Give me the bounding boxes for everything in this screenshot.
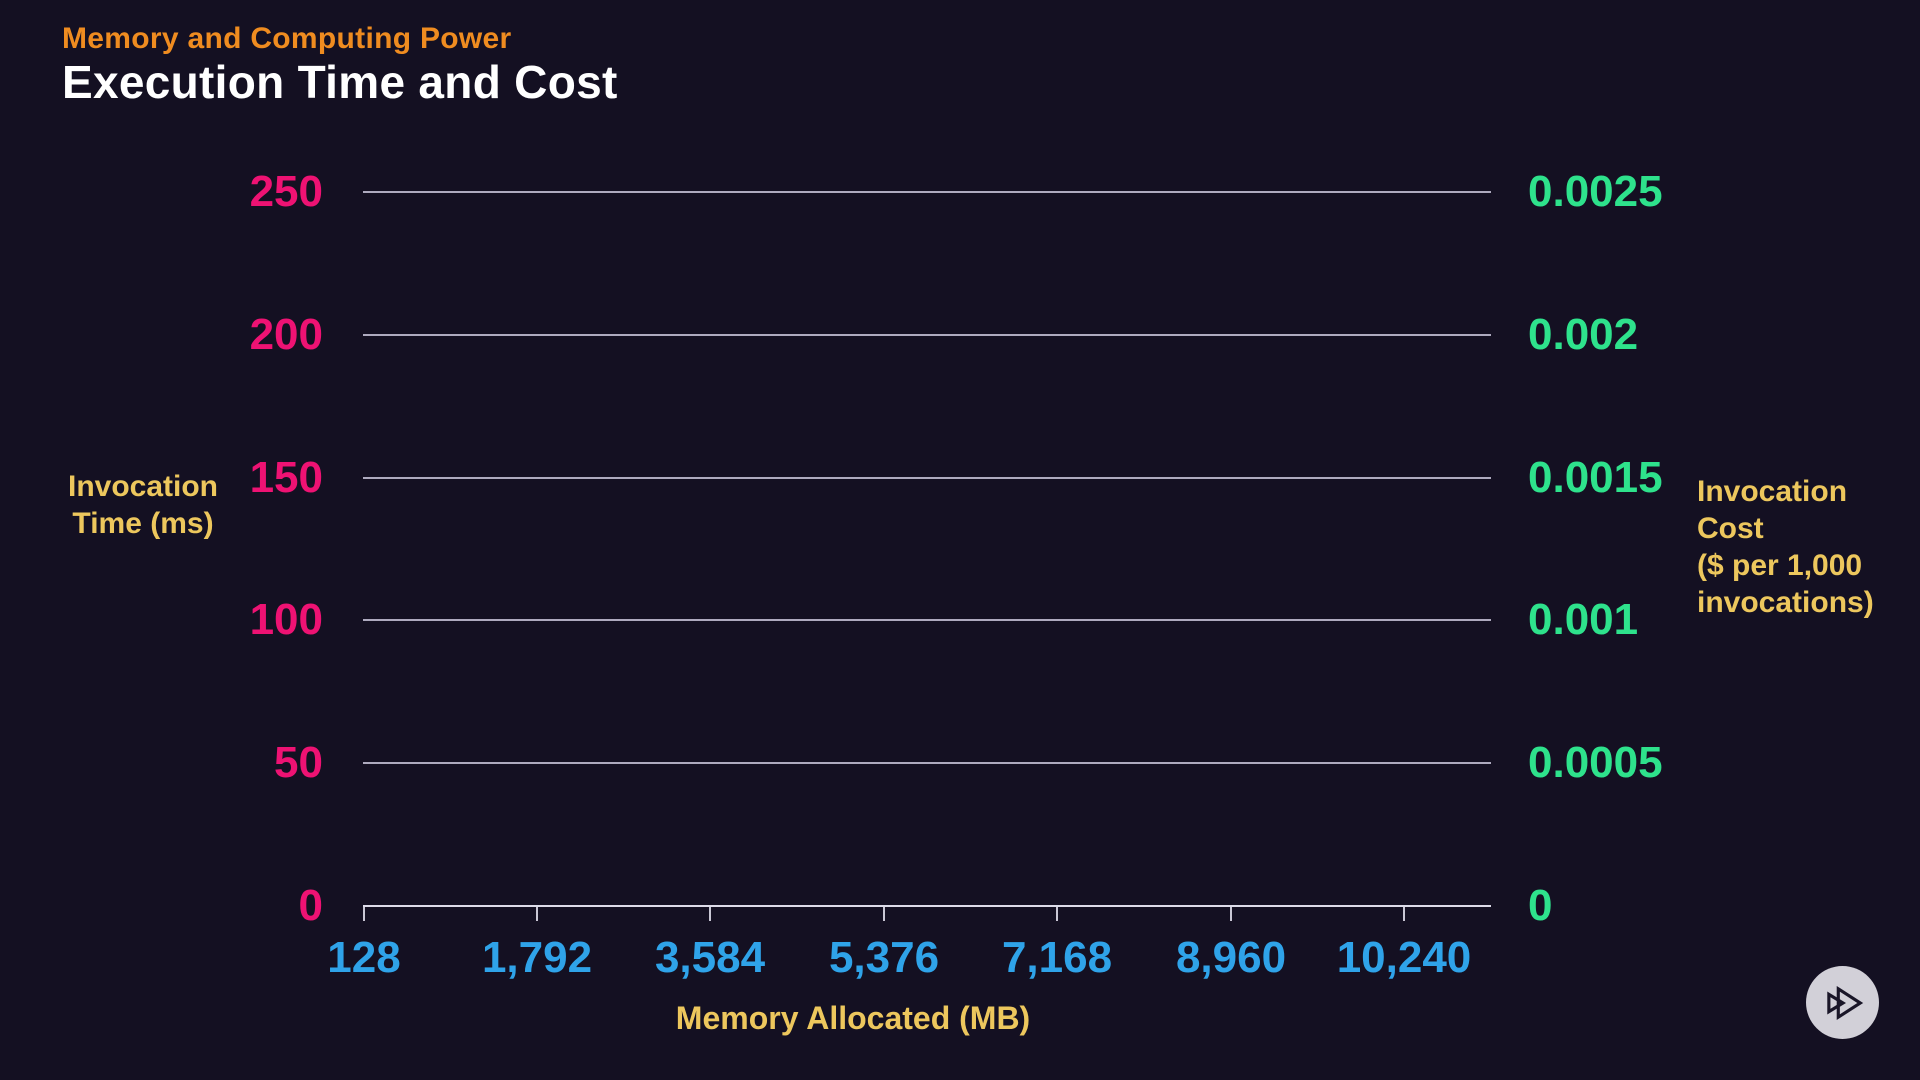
gridline [363, 619, 1491, 621]
y-left-tick-label: 200 [249, 310, 323, 359]
gridline [363, 191, 1491, 193]
x-tick-label: 8,960 [1175, 933, 1287, 982]
x-axis-line [363, 905, 1491, 907]
x-axis-tick [1230, 906, 1232, 921]
y-right-axis-title-line: invocations) [1697, 586, 1874, 619]
y-right-tick-label: 0.001 [1528, 595, 1639, 644]
x-axis-tick [1403, 906, 1405, 921]
y-right-tick-label: 0.0005 [1528, 738, 1663, 787]
x-tick-label: 5,376 [828, 933, 940, 982]
y-left-axis-title-line: Invocation [67, 470, 218, 503]
x-axis-tick [709, 906, 711, 921]
y-right-tick-label: 0.0015 [1528, 453, 1663, 502]
y-left-tick-label: 0 [298, 881, 323, 930]
pluralsight-play-icon [1819, 981, 1867, 1025]
y-left-tick-label: 150 [249, 453, 323, 502]
y-left-tick-label: 50 [274, 738, 323, 787]
y-left-axis-title: Invocation Time (ms) [28, 468, 258, 542]
y-left-tick-label: 250 [249, 167, 323, 216]
x-tick-label: 1,792 [481, 933, 593, 982]
y-right-tick-label: 0.0025 [1528, 167, 1663, 216]
x-tick-label: 128 [327, 933, 401, 982]
page-title: Execution Time and Cost [62, 56, 618, 108]
y-left-axis-title-line: Time (ms) [72, 507, 214, 540]
gridline [363, 762, 1491, 764]
gridline [363, 477, 1491, 479]
x-axis-tick [1056, 906, 1058, 921]
x-tick-label: 3,584 [654, 933, 766, 982]
y-right-axis-title-line: ($ per 1,000 [1697, 549, 1863, 582]
y-right-tick-label: 0.002 [1528, 310, 1639, 359]
y-left-tick-label: 100 [249, 595, 323, 644]
y-right-tick-label: 0 [1528, 881, 1553, 930]
slide-kicker: Memory and Computing Power [62, 22, 512, 55]
y-right-axis-title-line: Invocation [1697, 475, 1848, 508]
x-axis-tick [536, 906, 538, 921]
pluralsight-logo-badge [1806, 966, 1879, 1039]
x-axis-title: Memory Allocated (MB) [675, 1000, 1031, 1036]
x-tick-label: 7,168 [1001, 933, 1113, 982]
x-tick-label: 10,240 [1336, 933, 1472, 982]
gridline [363, 334, 1491, 336]
x-axis-tick [363, 906, 365, 921]
y-right-axis-title-line: Cost [1697, 512, 1764, 545]
x-axis-tick [883, 906, 885, 921]
y-right-axis-title: Invocation Cost ($ per 1,000 invocations… [1697, 473, 1920, 621]
